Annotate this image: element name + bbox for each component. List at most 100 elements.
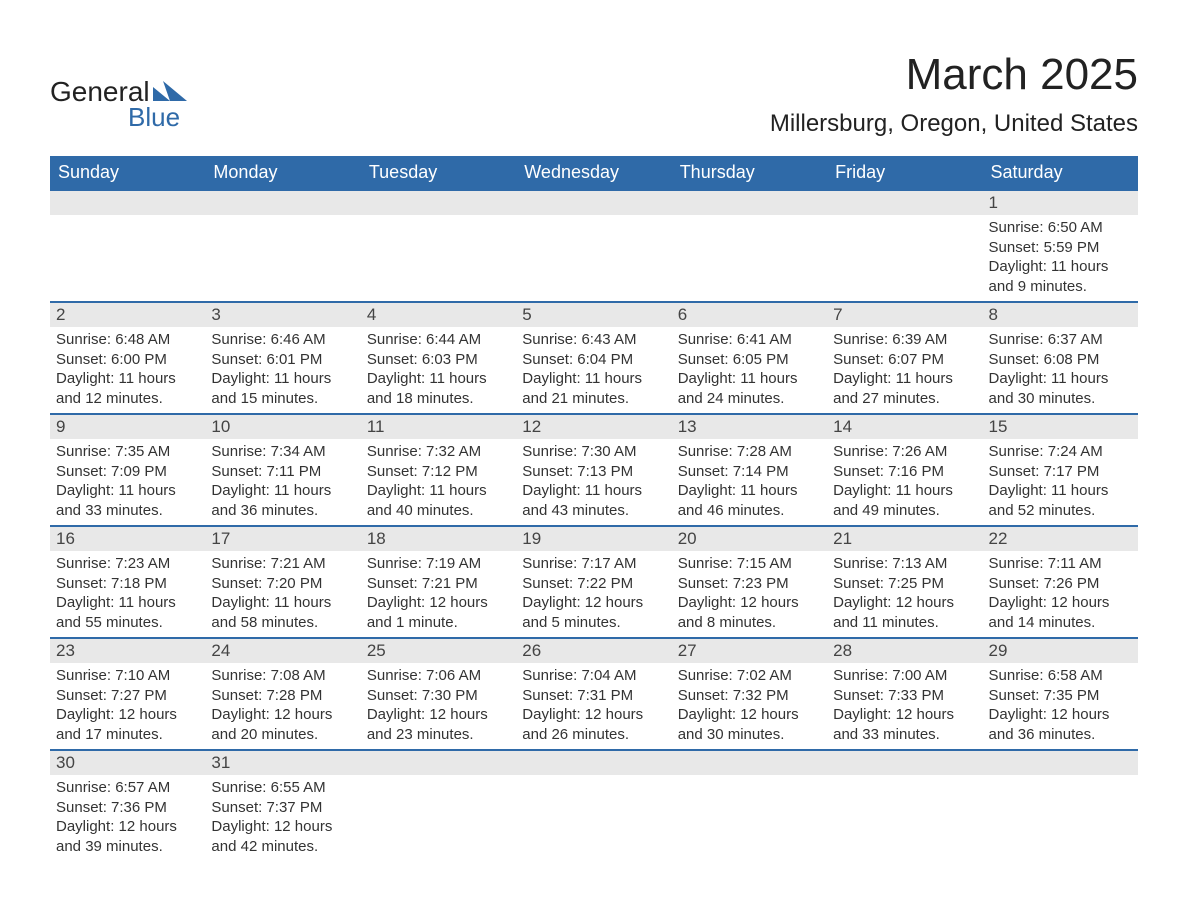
sunrise-text: Sunrise: 7:19 AM [367,554,510,574]
calendar-week-row: 9Sunrise: 7:35 AMSunset: 7:09 PMDaylight… [50,414,1138,526]
day-body: Sunrise: 6:37 AMSunset: 6:08 PMDaylight:… [983,327,1138,413]
daylight-text-1: Daylight: 11 hours [367,369,510,389]
day-number-bar [50,191,205,215]
daylight-text-2: and 17 minutes. [56,725,199,745]
sunset-text: Sunset: 7:18 PM [56,574,199,594]
calendar-day-cell [516,190,671,302]
daylight-text-1: Daylight: 11 hours [522,481,665,501]
daylight-text-1: Daylight: 12 hours [211,705,354,725]
day-number-bar: 25 [361,639,516,663]
sunrise-text: Sunrise: 6:37 AM [989,330,1132,350]
daylight-text-1: Daylight: 11 hours [211,481,354,501]
day-number-bar: 6 [672,303,827,327]
daylight-text-1: Daylight: 11 hours [678,481,821,501]
calendar-day-cell [205,190,360,302]
day-number-bar [827,191,982,215]
daylight-text-2: and 20 minutes. [211,725,354,745]
day-body: Sunrise: 6:57 AMSunset: 7:36 PMDaylight:… [50,775,205,861]
sunset-text: Sunset: 7:27 PM [56,686,199,706]
sunrise-text: Sunrise: 7:34 AM [211,442,354,462]
day-body [516,215,671,301]
calendar-day-cell [672,750,827,861]
day-body [205,215,360,301]
title-block: March 2025 Millersburg, Oregon, United S… [770,50,1138,138]
calendar-day-cell: 17Sunrise: 7:21 AMSunset: 7:20 PMDayligh… [205,526,360,638]
day-number-bar: 4 [361,303,516,327]
weekday-header: Saturday [983,156,1138,190]
daylight-text-2: and 55 minutes. [56,613,199,633]
daylight-text-2: and 49 minutes. [833,501,976,521]
daylight-text-2: and 30 minutes. [678,725,821,745]
day-body [516,775,671,851]
daylight-text-1: Daylight: 12 hours [522,705,665,725]
day-body: Sunrise: 7:28 AMSunset: 7:14 PMDaylight:… [672,439,827,525]
sunset-text: Sunset: 7:31 PM [522,686,665,706]
day-body: Sunrise: 7:06 AMSunset: 7:30 PMDaylight:… [361,663,516,749]
day-number-bar: 18 [361,527,516,551]
day-number-bar: 24 [205,639,360,663]
sunset-text: Sunset: 7:16 PM [833,462,976,482]
day-number-bar [361,751,516,775]
sunset-text: Sunset: 7:26 PM [989,574,1132,594]
daylight-text-1: Daylight: 11 hours [211,593,354,613]
daylight-text-2: and 43 minutes. [522,501,665,521]
sunset-text: Sunset: 7:11 PM [211,462,354,482]
calendar-day-cell [827,750,982,861]
location-title: Millersburg, Oregon, United States [770,110,1138,138]
sunrise-text: Sunrise: 7:02 AM [678,666,821,686]
day-body: Sunrise: 7:26 AMSunset: 7:16 PMDaylight:… [827,439,982,525]
sunset-text: Sunset: 6:03 PM [367,350,510,370]
sunrise-text: Sunrise: 7:32 AM [367,442,510,462]
calendar-day-cell: 11Sunrise: 7:32 AMSunset: 7:12 PMDayligh… [361,414,516,526]
day-number-bar [516,751,671,775]
day-number-bar: 30 [50,751,205,775]
calendar-day-cell: 21Sunrise: 7:13 AMSunset: 7:25 PMDayligh… [827,526,982,638]
daylight-text-2: and 5 minutes. [522,613,665,633]
sunset-text: Sunset: 6:05 PM [678,350,821,370]
daylight-text-2: and 8 minutes. [678,613,821,633]
day-number-bar: 19 [516,527,671,551]
daylight-text-2: and 18 minutes. [367,389,510,409]
daylight-text-2: and 14 minutes. [989,613,1132,633]
daylight-text-2: and 27 minutes. [833,389,976,409]
daylight-text-1: Daylight: 11 hours [678,369,821,389]
daylight-text-1: Daylight: 11 hours [833,481,976,501]
sunset-text: Sunset: 7:25 PM [833,574,976,594]
day-body [983,775,1138,851]
calendar-day-cell: 13Sunrise: 7:28 AMSunset: 7:14 PMDayligh… [672,414,827,526]
sunset-text: Sunset: 6:04 PM [522,350,665,370]
sunset-text: Sunset: 7:22 PM [522,574,665,594]
calendar-day-cell: 15Sunrise: 7:24 AMSunset: 7:17 PMDayligh… [983,414,1138,526]
weekday-header: Monday [205,156,360,190]
day-number-bar: 7 [827,303,982,327]
calendar-day-cell: 30Sunrise: 6:57 AMSunset: 7:36 PMDayligh… [50,750,205,861]
sunrise-text: Sunrise: 7:21 AM [211,554,354,574]
sunrise-text: Sunrise: 7:04 AM [522,666,665,686]
sunset-text: Sunset: 7:13 PM [522,462,665,482]
daylight-text-1: Daylight: 12 hours [989,705,1132,725]
daylight-text-1: Daylight: 11 hours [522,369,665,389]
day-body: Sunrise: 7:32 AMSunset: 7:12 PMDaylight:… [361,439,516,525]
day-body: Sunrise: 7:30 AMSunset: 7:13 PMDaylight:… [516,439,671,525]
daylight-text-2: and 36 minutes. [989,725,1132,745]
calendar-body: 1Sunrise: 6:50 AMSunset: 5:59 PMDaylight… [50,190,1138,861]
day-number-bar: 12 [516,415,671,439]
sunrise-text: Sunrise: 7:35 AM [56,442,199,462]
day-number-bar [827,751,982,775]
daylight-text-2: and 30 minutes. [989,389,1132,409]
calendar-table: SundayMondayTuesdayWednesdayThursdayFrid… [50,156,1138,861]
sunset-text: Sunset: 7:30 PM [367,686,510,706]
day-number-bar: 27 [672,639,827,663]
daylight-text-1: Daylight: 12 hours [56,817,199,837]
day-body [50,215,205,301]
sunrise-text: Sunrise: 7:24 AM [989,442,1132,462]
sunset-text: Sunset: 5:59 PM [989,238,1132,258]
day-body: Sunrise: 7:17 AMSunset: 7:22 PMDaylight:… [516,551,671,637]
day-body: Sunrise: 7:08 AMSunset: 7:28 PMDaylight:… [205,663,360,749]
daylight-text-2: and 36 minutes. [211,501,354,521]
sunset-text: Sunset: 7:20 PM [211,574,354,594]
daylight-text-2: and 52 minutes. [989,501,1132,521]
weekday-header-row: SundayMondayTuesdayWednesdayThursdayFrid… [50,156,1138,190]
calendar-day-cell: 20Sunrise: 7:15 AMSunset: 7:23 PMDayligh… [672,526,827,638]
day-body: Sunrise: 7:15 AMSunset: 7:23 PMDaylight:… [672,551,827,637]
